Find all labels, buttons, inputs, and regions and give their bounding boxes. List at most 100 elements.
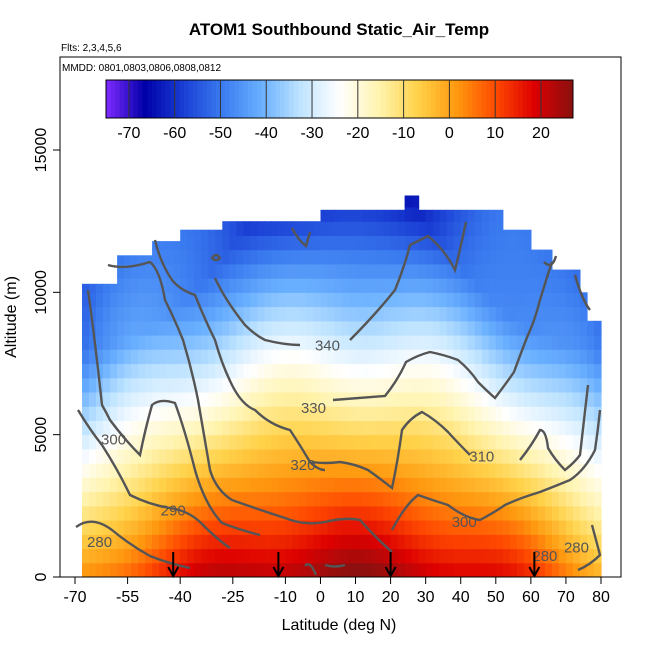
heatmap-cell [390,235,399,251]
heatmap-cell [348,491,357,507]
heatmap-cell [481,463,490,478]
heatmap-cell [369,263,378,279]
heatmap-cell [306,477,314,493]
heatmap-cell [320,534,329,550]
heatmap-cell [565,320,574,336]
heatmap-cell [327,491,336,507]
heatmap-cell [222,491,230,507]
heatmap-cell [173,292,181,308]
heatmap-cell [369,434,378,450]
heatmap-cell [425,448,434,464]
heatmap-cell [320,477,329,493]
heatmap-cell [488,249,497,265]
heatmap-cell [194,491,202,507]
heatmap-cell [278,306,286,322]
heatmap-cell [82,534,90,550]
heatmap-cell [495,562,504,577]
heatmap-cell [418,463,427,478]
heatmap-cell [397,349,406,365]
heatmap-cell [320,235,329,251]
x-tick-label: 80 [592,589,610,606]
heatmap-cell [432,420,441,436]
heatmap-cell [558,534,567,550]
heatmap-cell [502,505,511,521]
heatmap-cell [82,505,90,521]
heatmap-cell [439,406,448,421]
heatmap-cell [516,229,525,236]
heatmap-cell [271,363,279,379]
heatmap-cell [82,420,90,436]
heatmap-cell [313,463,322,478]
heatmap-cell [467,335,476,350]
heatmap-cell [453,263,462,279]
heatmap-cell [348,292,357,308]
heatmap-cell [278,448,286,464]
heatmap-cell [397,249,406,265]
heatmap-cell [194,306,202,322]
heatmap-cell [537,434,546,450]
heatmap-cell [369,235,378,251]
heatmap-cell [474,263,483,279]
heatmap-cell [460,491,469,507]
heatmap-cell [285,278,293,293]
colorbar-cell [508,80,514,118]
heatmap-cell [299,263,307,279]
colorbar-tick-label: -30 [300,125,323,142]
heatmap-cell [425,221,434,236]
heatmap-cell [243,278,251,293]
heatmap-cell [208,491,216,507]
heatmap-cell [516,263,525,279]
heatmap-cell [376,263,385,279]
heatmap-cell [488,235,497,251]
heatmap-cell [523,320,532,336]
heatmap-cell [488,263,497,279]
heatmap-cell [285,335,293,350]
colorbar-cell [202,80,208,118]
heatmap-cell [187,534,195,550]
heatmap-cell [348,349,357,365]
heatmap-cell [369,491,378,507]
heatmap-cell [523,229,532,236]
heatmap-cell [313,477,322,493]
heatmap-cell [411,477,420,493]
heatmap-cell [411,520,420,535]
heatmap-cell [292,363,300,379]
heatmap-cell [432,520,441,535]
heatmap-cell [383,335,392,350]
heatmap-cell [180,534,188,550]
heatmap-cell [82,349,90,365]
heatmap-cell [565,562,574,577]
heatmap-cell [236,363,244,379]
heatmap-cell [187,463,195,478]
heatmap-cell [488,406,497,421]
heatmap-cell [152,292,160,308]
heatmap-cell [264,392,272,407]
heatmap-cell [271,263,279,279]
heatmap-cell [390,221,399,236]
heatmap-cell [208,534,216,550]
heatmap-cell [313,221,322,236]
heatmap-cell [334,520,343,535]
colorbar-cell [362,80,368,118]
heatmap-cell [215,505,223,521]
heatmap-cell [544,505,553,521]
heatmap-cell [558,448,567,464]
y-tick-label: 10000 [33,270,50,315]
heatmap-cell [180,463,188,478]
heatmap-cell [243,406,251,421]
heatmap-cell [278,363,286,379]
heatmap-cell [110,335,118,350]
heatmap-cell [446,263,455,279]
heatmap-cell [96,491,104,507]
heatmap-cell [341,448,350,464]
heatmap-cell [502,491,511,507]
heatmap-cell [145,534,153,550]
heatmap-cell [558,491,567,507]
heatmap-cell [173,491,181,507]
heatmap-cell [397,221,406,236]
heatmap-cell [383,491,392,507]
heatmap-cell [264,562,272,577]
colorbar-cell [527,80,533,118]
heatmap-cell [313,263,322,279]
heatmap-cell [159,349,167,365]
